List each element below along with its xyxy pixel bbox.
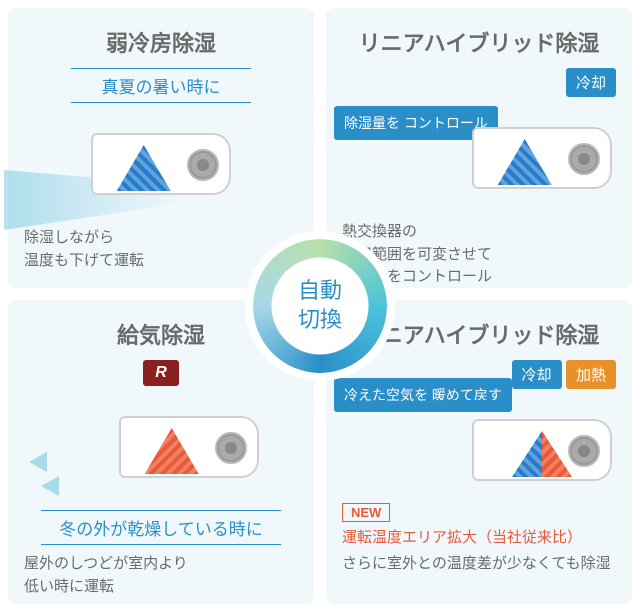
arrow-icon	[41, 476, 59, 496]
heat-exchanger-hot	[145, 428, 199, 474]
center-line2: 切換	[298, 307, 342, 332]
ac-body	[472, 127, 612, 189]
panel-weak-cooling-dehumid: 弱冷房除湿 真夏の暑い時に 除湿しながら 温度も下げて運転	[8, 8, 314, 288]
arrow-icon	[29, 452, 47, 472]
diagram-wrap: 弱冷房除湿 真夏の暑い時に 除湿しながら 温度も下げて運転 リニアハイブリッド除…	[0, 0, 640, 612]
pill-heating: 加熱	[566, 360, 616, 389]
panel-linear-hybrid-cool: リニアハイブリッド除湿 冷却 除湿量を コントロール 熱交換器の 使用範囲を可変…	[326, 8, 632, 288]
heat-exchanger-cold	[117, 145, 171, 191]
description: 熱交換器の 使用範囲を可変させて 除湿量をコントロール	[342, 221, 616, 289]
ac-body	[472, 419, 612, 481]
new-row: NEW	[342, 503, 616, 522]
ac-unit-illustration	[462, 109, 622, 209]
pill-cooling: 冷却	[566, 68, 616, 97]
center-auto-switch: 自動 切換	[253, 239, 387, 373]
tagline: 冬の外が乾燥している時に	[41, 510, 281, 545]
pill-row: 冷却	[342, 68, 616, 97]
heat-exchanger-hot	[542, 431, 572, 477]
description: 屋外のしつどが室内より 低い時に運転	[24, 553, 298, 598]
center-label: 自動 切換	[298, 277, 342, 334]
ac-unit-illustration	[462, 401, 622, 491]
panel-title: 弱冷房除湿	[24, 26, 298, 58]
pill-cooling: 冷却	[512, 360, 562, 389]
new-text: 運転温度エリア拡大（当社従来比）	[342, 526, 616, 547]
ac-body	[91, 133, 231, 195]
heat-exchanger-cold	[498, 139, 552, 185]
description: 除湿しながら 温度も下げて運転	[24, 227, 298, 272]
description: さらに室外との温度差が少なくても除湿	[342, 553, 616, 576]
ac-body	[119, 416, 259, 478]
center-line1: 自動	[298, 278, 342, 303]
new-badge: NEW	[342, 503, 390, 522]
tagline: 真夏の暑い時に	[71, 68, 251, 103]
panel-title: リニアハイブリッド除湿	[342, 26, 616, 58]
ac-unit-illustration	[24, 115, 298, 215]
heat-exchanger-cold	[512, 431, 542, 477]
r-badge: R	[143, 360, 179, 386]
air-arrows	[29, 448, 59, 500]
ac-unit-illustration	[24, 398, 298, 498]
